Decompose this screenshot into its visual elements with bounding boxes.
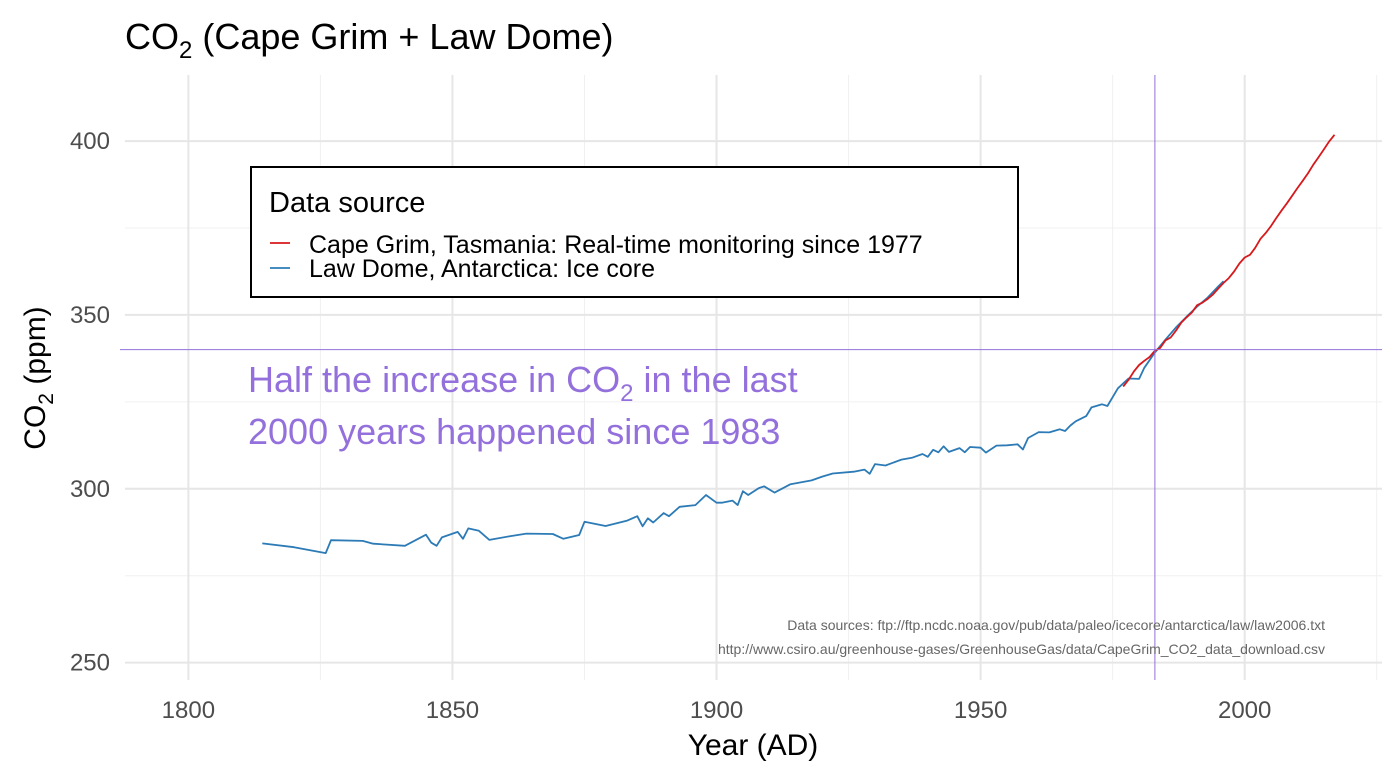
legend-title: Data source: [269, 187, 425, 219]
caption-line-2: http://www.csiro.au/greenhouse-gases/Gre…: [718, 641, 1325, 657]
annotation-line-1: Half the increase in CO2 in the last: [248, 359, 798, 407]
x-tick-label: 1950: [954, 697, 1007, 724]
legend-label-law-dome: Law Dome, Antarctica: Ice core: [309, 255, 655, 283]
chart-title-rest: (Cape Grim + Law Dome): [192, 16, 613, 57]
series-line-law-dome: [262, 280, 1225, 554]
x-tick-label: 2000: [1218, 697, 1271, 724]
x-tick-label: 1850: [426, 697, 479, 724]
legend-box: [250, 166, 1019, 298]
chart-title-subscript: 2: [179, 37, 192, 64]
legend-label-cape-grim: Cape Grim, Tasmania: Real-time monitorin…: [309, 231, 923, 259]
x-tick-label: 1800: [162, 697, 215, 724]
caption-line-1: Data sources: ftp://ftp.ncdc.noaa.gov/pu…: [787, 617, 1325, 633]
chart-title: CO2 (Cape Grim + Law Dome): [125, 16, 613, 64]
y-tick-label: 300: [70, 476, 110, 503]
x-tick-label: 1900: [690, 697, 743, 724]
y-tick-label: 350: [70, 302, 110, 329]
reference-lines: [120, 75, 1382, 680]
axis-ticks: 1800 1850 1900 1950 2000 250 300 350 400: [70, 128, 1271, 724]
y-tick-label: 250: [70, 650, 110, 677]
y-axis-title: CO2 (ppm): [19, 306, 58, 449]
x-axis-title: Year (AD): [688, 729, 819, 762]
annotation-line-2: 2000 years happened since 1983: [248, 411, 780, 452]
chart-title-main: CO: [125, 16, 179, 57]
y-axis-title-rest: (ppm): [19, 306, 52, 393]
y-axis-title-main: CO: [19, 405, 52, 450]
y-axis-title-subscript: 2: [35, 393, 58, 405]
annotation-line-1-rest: in the last: [634, 359, 798, 400]
y-tick-label: 400: [70, 128, 110, 155]
legend: Data source Cape Grim, Tasmania: Real-ti…: [250, 166, 1019, 298]
annotation-line-1-subscript: 2: [620, 380, 633, 407]
series-line-cape-grim: [1122, 134, 1336, 388]
series-group: [262, 134, 1336, 554]
annotation-line-1-main: Half the increase in CO: [248, 359, 620, 400]
